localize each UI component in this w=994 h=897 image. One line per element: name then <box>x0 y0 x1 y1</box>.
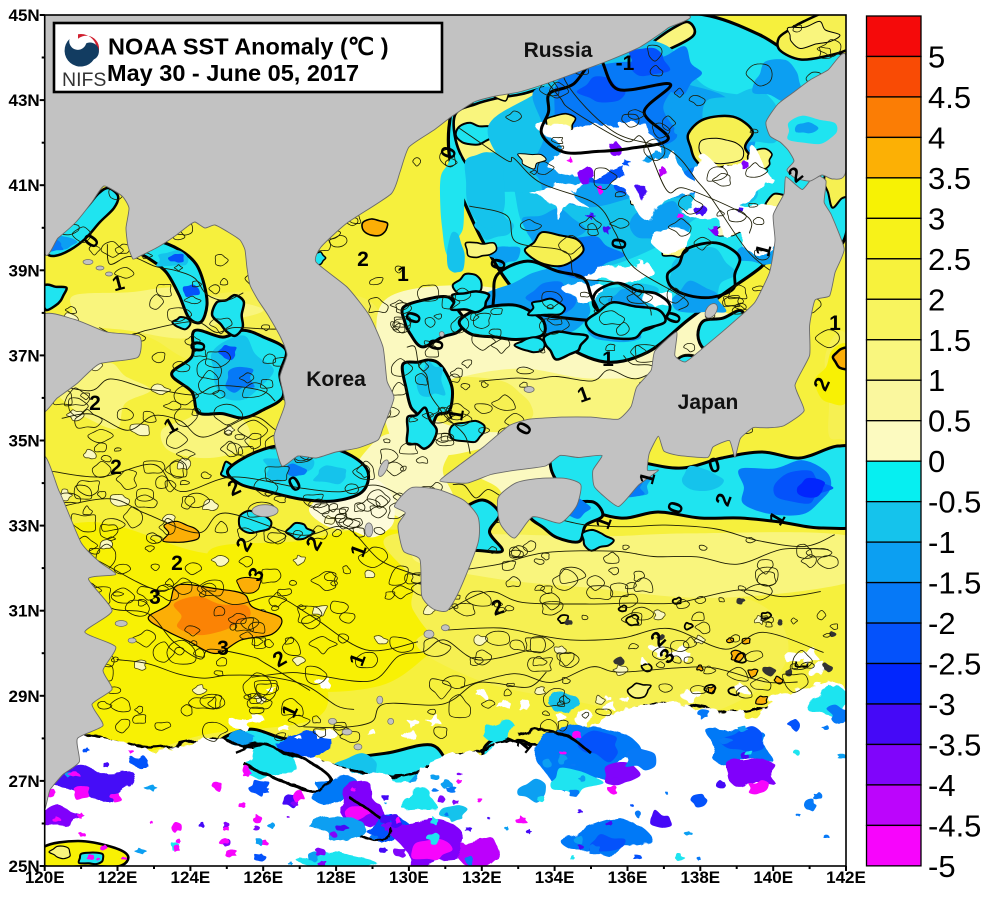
svg-text:Russia: Russia <box>524 39 593 62</box>
svg-text:1: 1 <box>397 263 409 286</box>
svg-text:-2: -2 <box>928 606 956 641</box>
svg-text:2: 2 <box>171 552 183 575</box>
svg-text:2: 2 <box>928 282 945 317</box>
svg-text:126E: 126E <box>243 868 283 887</box>
svg-text:2.5: 2.5 <box>928 242 971 277</box>
svg-text:0: 0 <box>607 236 632 252</box>
svg-text:27N: 27N <box>9 772 40 791</box>
svg-text:3: 3 <box>217 637 229 660</box>
svg-text:0: 0 <box>486 256 511 273</box>
svg-text:120E: 120E <box>25 868 65 887</box>
svg-text:1: 1 <box>602 348 614 371</box>
svg-text:-4.5: -4.5 <box>928 808 981 843</box>
svg-text:-2.5: -2.5 <box>928 647 981 682</box>
svg-text:0: 0 <box>928 444 945 479</box>
svg-text:-3.5: -3.5 <box>928 728 981 763</box>
svg-text:-5: -5 <box>928 849 956 884</box>
svg-text:Japan: Japan <box>678 391 739 414</box>
svg-text:31N: 31N <box>9 602 40 621</box>
svg-text:3: 3 <box>149 586 161 609</box>
svg-text:142E: 142E <box>826 868 866 887</box>
svg-text:1: 1 <box>444 407 469 423</box>
svg-text:122E: 122E <box>98 868 138 887</box>
svg-text:2: 2 <box>89 392 101 415</box>
svg-text:-1.5: -1.5 <box>928 566 981 601</box>
svg-text:37N: 37N <box>9 346 40 365</box>
svg-text:124E: 124E <box>171 868 211 887</box>
svg-text:NIFS: NIFS <box>62 69 106 91</box>
svg-text:0: 0 <box>706 453 723 478</box>
svg-text:2: 2 <box>357 248 369 271</box>
svg-text:-1: -1 <box>928 525 956 560</box>
svg-text:140E: 140E <box>753 868 793 887</box>
svg-text:2: 2 <box>110 456 122 479</box>
svg-text:0.5: 0.5 <box>928 404 971 439</box>
svg-text:May 30 - June 05, 2017: May 30 - June 05, 2017 <box>107 60 359 86</box>
svg-text:3: 3 <box>928 201 945 236</box>
svg-text:25N: 25N <box>9 857 40 876</box>
svg-text:3.5: 3.5 <box>928 161 971 196</box>
svg-text:-3: -3 <box>928 687 956 722</box>
svg-text:-4: -4 <box>928 768 956 803</box>
svg-text:128E: 128E <box>316 868 356 887</box>
svg-text:-1: -1 <box>616 52 635 75</box>
svg-text:33N: 33N <box>9 517 40 536</box>
svg-text:132E: 132E <box>462 868 502 887</box>
svg-text:-0.5: -0.5 <box>928 485 981 520</box>
svg-text:4.5: 4.5 <box>928 80 971 115</box>
svg-text:130E: 130E <box>389 868 429 887</box>
svg-text:41N: 41N <box>9 176 40 195</box>
svg-text:134E: 134E <box>535 868 575 887</box>
svg-text:Korea: Korea <box>306 368 366 391</box>
svg-text:136E: 136E <box>608 868 648 887</box>
svg-text:NOAA SST Anomaly (℃ ): NOAA SST Anomaly (℃ ) <box>108 34 389 60</box>
svg-text:1: 1 <box>928 363 945 398</box>
svg-text:39N: 39N <box>9 261 40 280</box>
svg-text:29N: 29N <box>9 687 40 706</box>
svg-text:43N: 43N <box>9 91 40 110</box>
svg-text:45N: 45N <box>9 6 40 25</box>
svg-text:0: 0 <box>187 340 211 354</box>
svg-text:0: 0 <box>424 337 449 353</box>
svg-text:1: 1 <box>829 312 841 335</box>
svg-text:4: 4 <box>928 120 945 155</box>
svg-text:138E: 138E <box>680 868 720 887</box>
svg-text:35N: 35N <box>9 432 40 451</box>
svg-text:5: 5 <box>928 40 945 75</box>
svg-text:1.5: 1.5 <box>928 323 971 358</box>
